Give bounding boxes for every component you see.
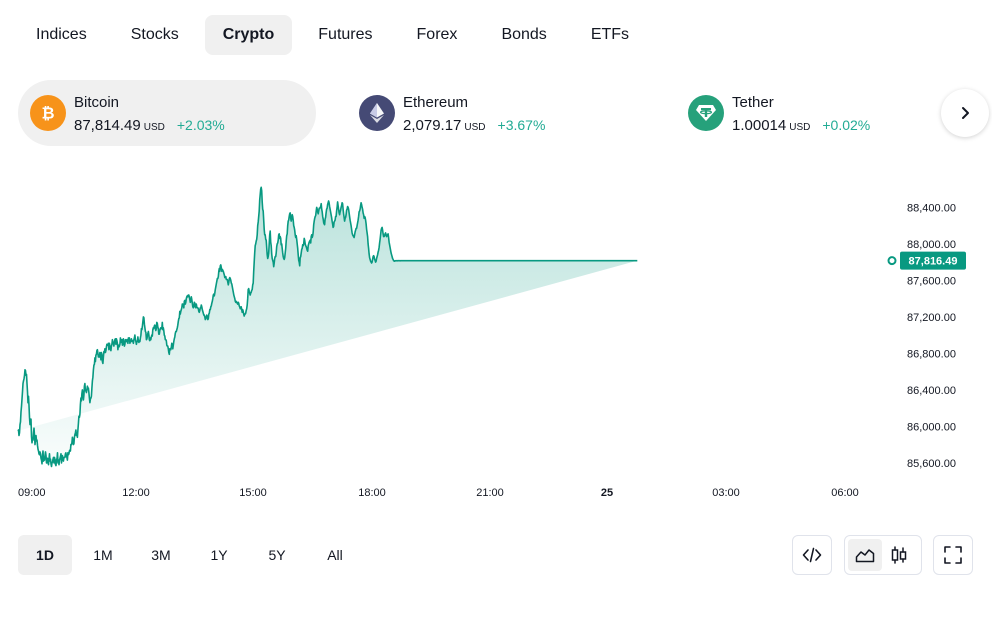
tab-forex[interactable]: Forex: [416, 26, 458, 43]
tab-bonds[interactable]: Bonds: [501, 26, 547, 43]
ticker-currency: USD: [143, 121, 165, 133]
ticker-name: Bitcoin: [74, 93, 120, 111]
x-tick-label: 15:00: [239, 487, 267, 499]
x-axis: 09:00 12:00 15:00 18:00 21:00 25 03:00 06:00: [18, 487, 859, 499]
x-tick-label: 12:00: [122, 487, 150, 499]
last-price-badge: [900, 251, 966, 270]
tab-futures[interactable]: Futures: [318, 26, 373, 43]
candlestick-chart-button[interactable]: [882, 539, 916, 571]
fullscreen-button[interactable]: [933, 535, 973, 575]
ticker-price: 2,079.17: [403, 116, 462, 134]
code-icon: [802, 547, 822, 563]
candlestick-icon: [891, 546, 907, 564]
svg-text:₿: ₿: [41, 104, 54, 123]
ticker-name: Tether: [732, 93, 774, 111]
tab-crypto[interactable]: Crypto: [204, 15, 293, 55]
x-tick-label: 18:00: [358, 487, 386, 499]
y-tick-label: 87,600.00: [907, 275, 956, 287]
fullscreen-icon: [944, 546, 962, 564]
x-tick-label: 09:00: [18, 487, 46, 499]
ticker-change: +2.03%: [176, 116, 225, 133]
chevron-right-icon: [962, 107, 969, 119]
range-3m[interactable]: 3M: [151, 547, 171, 563]
y-tick-label: 88,400.00: [907, 202, 956, 214]
ticker-change: +0.02%: [822, 116, 871, 133]
range-1m[interactable]: 1M: [93, 547, 113, 563]
tab-etfs[interactable]: ETFs: [590, 26, 630, 43]
ticker-card-bitcoin[interactable]: ₿ Bitcoin 87,814.49 USD +2.03%: [18, 80, 316, 146]
ticker-card-ethereum[interactable]: Ethereum 2,079.17 USD +3.67%: [347, 80, 645, 146]
x-tick-label: 25: [601, 487, 613, 499]
ticker-change: +3.67%: [497, 116, 546, 133]
x-tick-label: 03:00: [712, 487, 740, 499]
ticker-currency: USD: [789, 121, 811, 133]
ethereum-icon: [359, 95, 395, 131]
area-chart-button[interactable]: [848, 539, 882, 571]
bitcoin-icon: ₿: [30, 95, 66, 131]
range-all[interactable]: All: [327, 547, 343, 563]
last-price-label: 87,816.49: [909, 256, 958, 268]
x-tick-label: 06:00: [831, 487, 859, 499]
price-line: [17, 186, 638, 468]
ticker-price: 1.00014: [732, 116, 787, 134]
tether-icon: [688, 95, 724, 131]
next-tickers-button[interactable]: [941, 89, 989, 137]
area-chart-icon: [855, 549, 875, 563]
y-tick-label: 86,800.00: [907, 348, 956, 360]
embed-button[interactable]: [792, 535, 832, 575]
y-tick-label: 87,200.00: [907, 312, 956, 324]
range-1d[interactable]: 1D: [18, 535, 72, 575]
price-chart[interactable]: 88,400.00 88,000.00 87,600.00 87,200.00 86,8…: [0, 160, 992, 510]
range-selector: 1D 1M 3M 1Y 5Y All: [18, 535, 366, 575]
y-axis: 88,400.00 88,000.00 87,600.00 87,200.00 86,8…: [907, 202, 956, 470]
tab-stocks[interactable]: Stocks: [130, 26, 179, 43]
tab-indices[interactable]: Indices: [36, 26, 87, 43]
y-tick-label: 86,400.00: [907, 385, 956, 397]
ticker-name: Ethereum: [403, 93, 469, 111]
range-1y[interactable]: 1Y: [210, 547, 228, 563]
y-tick-label: 88,000.00: [907, 239, 956, 251]
y-tick-label: 85,600.00: [907, 458, 956, 470]
x-tick-label: 21:00: [476, 487, 504, 499]
price-area: [18, 187, 638, 467]
range-5y[interactable]: 5Y: [268, 547, 286, 563]
last-price-dot: [887, 256, 897, 266]
chart-type-toggle: [844, 535, 922, 575]
y-tick-label: 86,000.00: [907, 421, 956, 433]
ticker-card-tether[interactable]: Tether 1.00014 USD +0.02%: [676, 80, 974, 146]
ticker-price: 87,814.49: [74, 116, 141, 134]
market-tabs: Indices Stocks Crypto Futures Forex Bond…: [18, 15, 655, 55]
ticker-currency: USD: [464, 121, 486, 133]
last-price-marker: 87,816.49: [887, 251, 966, 270]
